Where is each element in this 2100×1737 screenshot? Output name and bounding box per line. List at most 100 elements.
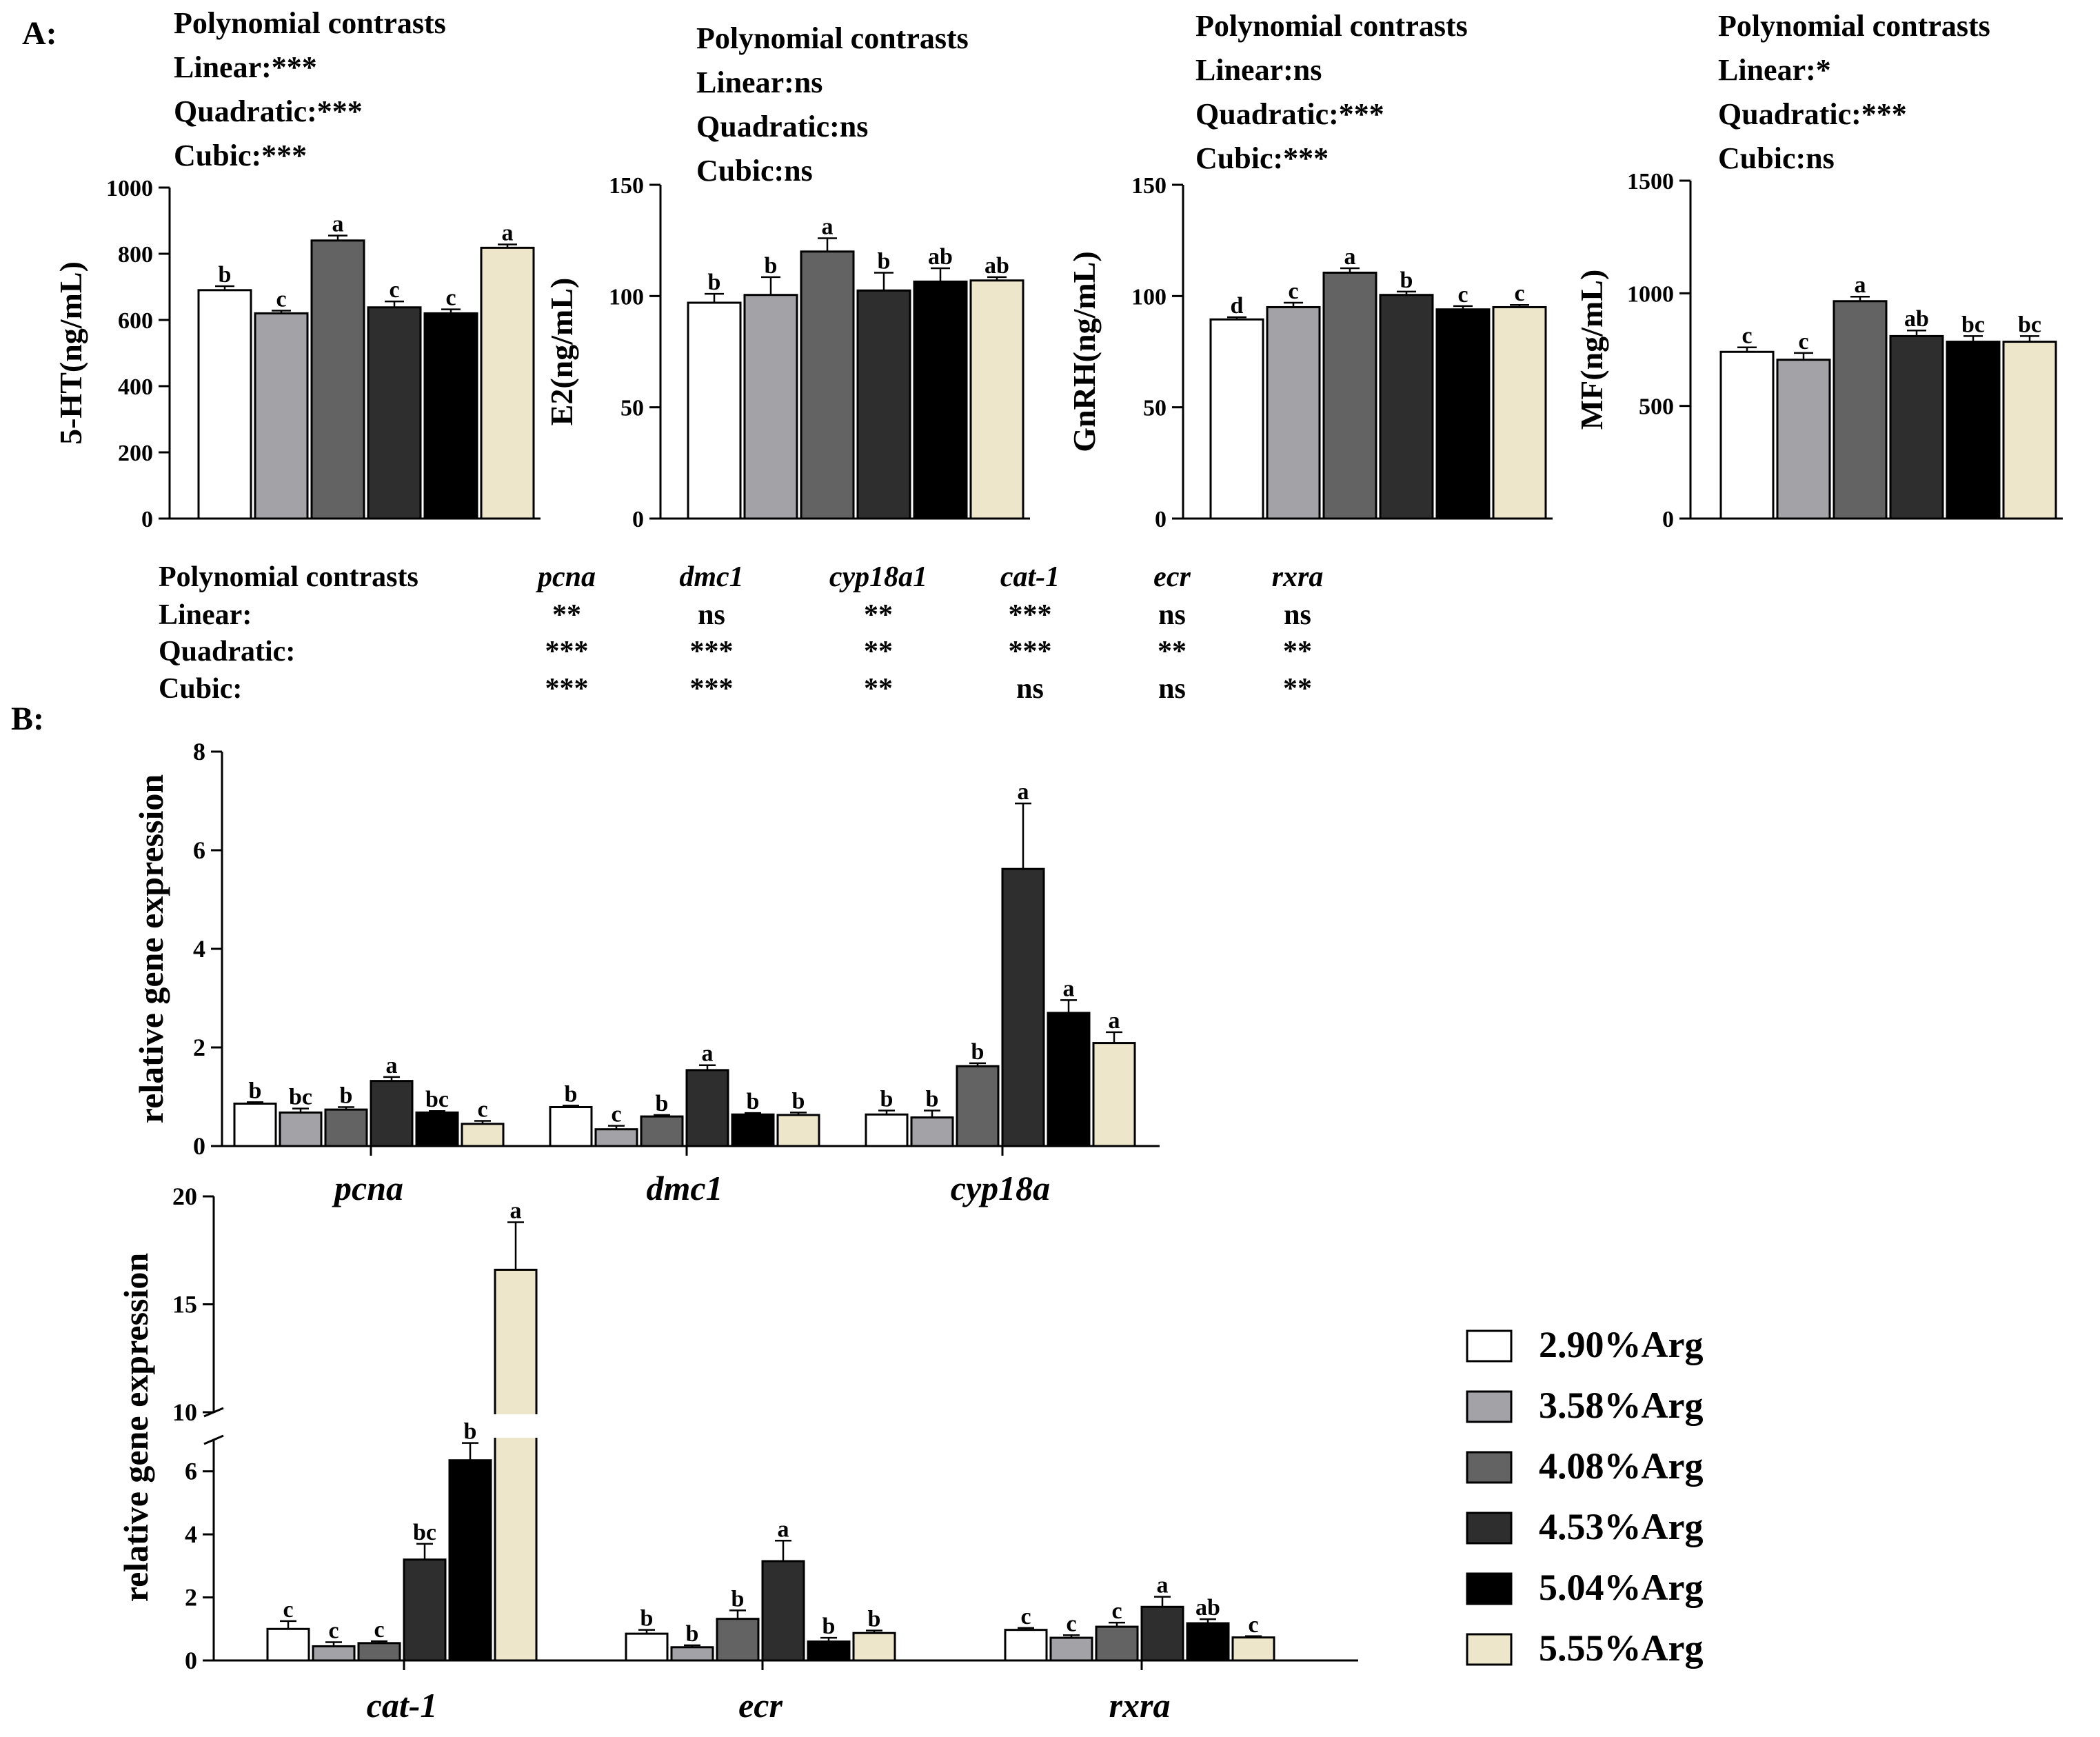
y-tick-label-genes1: 6	[193, 836, 205, 864]
significance-letter-genes1: b	[792, 1088, 805, 1114]
y-tick-label-genes2: 4	[185, 1520, 197, 1548]
contrast-value: ns	[698, 599, 725, 631]
significance-letter-genes2: a	[510, 1198, 522, 1224]
y-axis-label-5ht: 5-HT(ng/mL)	[53, 261, 88, 445]
significance-letter-5ht: a	[502, 221, 514, 246]
significance-letter-genes2: b	[868, 1607, 881, 1632]
contrast-value: ***	[690, 636, 734, 667]
bar-mf	[1776, 359, 1831, 520]
significance-letter-genes2: a	[1157, 1573, 1169, 1598]
bar-genes2-ecr	[625, 1632, 669, 1662]
significance-letter-genes1: c	[611, 1102, 621, 1127]
bar-genes2-cat-1	[494, 1268, 538, 1662]
y-tick-label-genes2: 0	[185, 1647, 197, 1674]
contrast-gene-cat-1: cat-1	[1000, 561, 1060, 593]
contrast-text-e2: Quadratic:ns	[696, 110, 868, 143]
contrast-text-mf: Linear:*	[1718, 53, 1831, 87]
significance-letter-5ht: c	[389, 277, 399, 303]
y-tick-label-5ht: 400	[118, 374, 153, 400]
group-label-dmc1: dmc1	[646, 1169, 723, 1207]
legend-label: 5.04%Arg	[1539, 1567, 1703, 1608]
bar-5ht	[480, 246, 535, 520]
panel-b-label: B:	[11, 701, 44, 737]
bar-genes1-dmc1	[685, 1069, 729, 1147]
significance-letter-genes1: b	[971, 1039, 985, 1065]
bar-genes1-pcna	[461, 1123, 505, 1147]
contrast-value: **	[1283, 673, 1312, 705]
bar-genes2-cat-1	[266, 1627, 310, 1662]
bar-5ht	[423, 312, 478, 520]
bar-genes1-cyp18a	[1001, 867, 1045, 1147]
significance-letter-genes1: bc	[289, 1085, 312, 1110]
significance-letter-genes2: bc	[413, 1520, 436, 1545]
contrast-gene-ecr: ecr	[1153, 561, 1191, 593]
bar-5ht	[367, 306, 422, 520]
bar-5ht	[197, 289, 252, 520]
significance-letter-mf: bc	[2018, 312, 2041, 337]
bar-genes2-ecr	[716, 1618, 760, 1662]
y-tick-label-gnrh: 150	[1131, 173, 1167, 199]
significance-letter-genes2: b	[822, 1614, 836, 1639]
bar-genes1-pcna	[324, 1108, 368, 1147]
contrast-value: ns	[1016, 673, 1044, 705]
contrast-gene-rxra: rxra	[1272, 561, 1324, 593]
y-tick-label-e2: 150	[609, 173, 644, 199]
contrast-value: ***	[545, 636, 589, 667]
contrast-text-gnrh: Cubic:***	[1195, 141, 1329, 175]
legend-swatch	[1466, 1329, 1513, 1363]
contrast-value: ***	[545, 673, 589, 705]
y-tick-label-e2: 50	[620, 396, 644, 421]
bar-gnrh	[1322, 271, 1377, 520]
legend-swatch	[1466, 1572, 1513, 1605]
significance-letter-e2: b	[765, 253, 778, 279]
contrast-text-gnrh: Quadratic:***	[1195, 97, 1384, 131]
bar-genes1-pcna	[279, 1111, 323, 1147]
y-tick-label-mf: 500	[1639, 394, 1674, 420]
bar-mf	[1946, 341, 2001, 520]
group-label-ecr: ecr	[738, 1686, 783, 1725]
contrast-value: ns	[1284, 599, 1311, 631]
contrast-text-mf: Polynomial contrasts	[1718, 9, 1990, 43]
contrast-value: **	[1283, 636, 1312, 667]
significance-letter-5ht: c	[276, 287, 286, 312]
legend-label: 5.55%Arg	[1539, 1627, 1703, 1669]
significance-letter-mf: bc	[1961, 312, 1985, 337]
significance-letter-5ht: b	[219, 262, 232, 288]
bar-genes1-cyp18a	[910, 1116, 954, 1147]
significance-letter-genes1: b	[926, 1087, 939, 1112]
legend-swatch	[1466, 1512, 1513, 1545]
contrast-text-5ht: Cubic:***	[174, 139, 307, 172]
contrast-value: **	[552, 599, 581, 631]
contrast-row-label: Quadratic:	[159, 636, 295, 667]
bar-genes1-dmc1	[640, 1115, 684, 1147]
significance-letter-genes2: c	[328, 1618, 339, 1643]
legend-label: 3.58%Arg	[1539, 1385, 1703, 1426]
panel-a-label: A:	[22, 15, 57, 52]
significance-letter-genes1: b	[340, 1083, 353, 1109]
bar-gnrh	[1209, 318, 1264, 520]
contrast-text-e2: Polynomial contrasts	[696, 21, 969, 55]
bar-e2	[969, 279, 1024, 520]
y-tick-label-genes2: 6	[185, 1458, 197, 1485]
bar-genes2-ecr	[761, 1560, 805, 1662]
bar-mf	[1719, 350, 1775, 520]
contrast-value: **	[864, 636, 893, 667]
contrast-value: ***	[1009, 599, 1052, 631]
significance-letter-genes2: c	[1066, 1611, 1076, 1636]
significance-letter-genes2: c	[374, 1617, 384, 1643]
significance-letter-gnrh: a	[1344, 244, 1356, 270]
y-tick-label-gnrh: 0	[1155, 507, 1167, 532]
legend-swatch	[1466, 1451, 1513, 1484]
bar-e2	[687, 301, 742, 520]
significance-letter-mf: c	[1798, 329, 1808, 354]
significance-letter-genes2: c	[1020, 1604, 1031, 1629]
y-tick-label-e2: 100	[609, 284, 644, 310]
significance-letter-genes1: a	[1063, 976, 1075, 1001]
contrast-value: **	[864, 673, 893, 705]
significance-letter-genes1: a	[702, 1041, 714, 1067]
significance-letter-genes1: b	[249, 1078, 262, 1103]
bar-genes2-ecr	[807, 1640, 851, 1662]
bar-mf	[1889, 334, 1944, 520]
y-axis-label-e2: E2(ng/mL)	[544, 278, 579, 426]
y-axis-label-gnrh: GnRH(ng/mL)	[1067, 251, 1102, 452]
